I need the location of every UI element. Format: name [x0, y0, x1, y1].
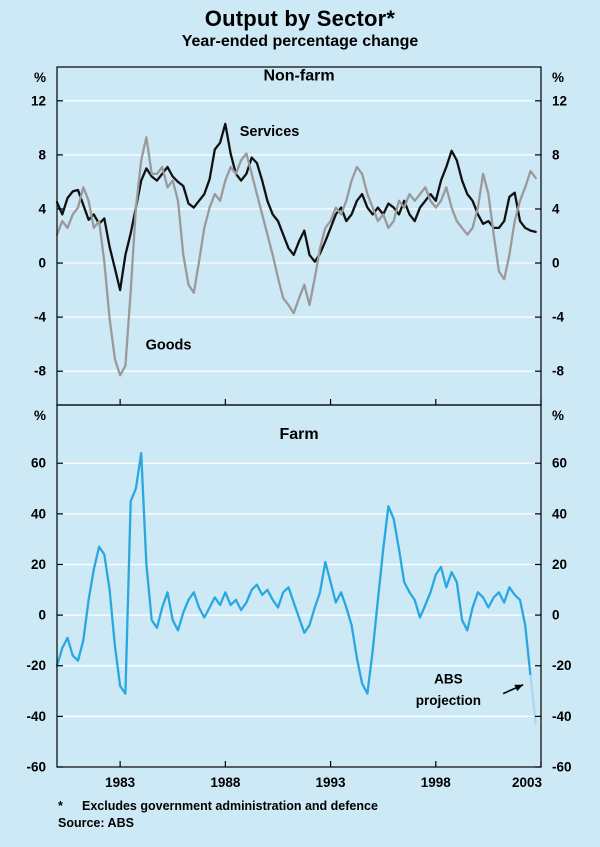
y-axis-label-left: 0	[38, 256, 46, 271]
y-axis-label-left: 4	[38, 201, 46, 216]
x-axis-label: 1983	[105, 775, 136, 790]
y-axis-label-left: 60	[31, 456, 46, 471]
y-axis-label-right: 0	[552, 256, 560, 271]
footnote-marker: *	[58, 799, 63, 813]
y-axis-label-left: 8	[38, 147, 46, 162]
y-axis-unit-right: %	[552, 408, 564, 423]
chart-title: Output by Sector*	[204, 6, 396, 31]
chart-subtitle: Year-ended percentage change	[181, 33, 419, 50]
projection-arrowhead	[514, 684, 524, 692]
y-axis-label-left: 40	[31, 506, 46, 521]
y-axis-label-left: 0	[38, 608, 46, 623]
annotation-non-farm: Non-farm	[263, 68, 334, 85]
x-axis-label: 1993	[316, 775, 347, 790]
footnote-text: Excludes government administration and d…	[82, 799, 378, 813]
series-line-goods	[55, 136, 537, 377]
x-axis-label: 1988	[210, 775, 241, 790]
y-axis-label-left: 20	[31, 557, 46, 572]
series-line-services	[55, 122, 537, 292]
panel-frame	[56, 404, 542, 768]
y-axis-label-right: -8	[552, 364, 564, 379]
y-axis-label-right: 0	[552, 608, 560, 623]
y-axis-label-right: 20	[552, 557, 567, 572]
y-axis-label-right: 60	[552, 456, 567, 471]
y-axis-label-right: 12	[552, 93, 567, 108]
y-axis-label-right: -20	[552, 658, 572, 673]
y-axis-label-left: -8	[34, 364, 46, 379]
x-axis-label: 1998	[421, 775, 452, 790]
y-axis-label-right: 40	[552, 506, 567, 521]
y-axis-unit-left: %	[34, 70, 46, 85]
footnote: * Excludes government administration and …	[0, 799, 600, 813]
x-axis-label: 2003	[512, 775, 543, 790]
y-axis-unit-right: %	[552, 70, 564, 85]
annotation-farm: Farm	[279, 426, 318, 443]
y-axis-unit-left: %	[34, 408, 46, 423]
annotation-services: Services	[240, 124, 300, 140]
y-axis-label-left: -20	[26, 658, 46, 673]
y-axis-label-left: 12	[31, 93, 46, 108]
y-axis-label-left: -40	[26, 709, 46, 724]
output-by-sector-chart: 12 128 84 40 0-4 -4-8 -8% %Non-farmServicesGood…	[26, 66, 572, 790]
y-axis-label-right: 4	[552, 201, 560, 216]
y-axis-label-right: -40	[552, 709, 572, 724]
y-axis-label-left: -60	[26, 760, 46, 775]
annotation-projection: projection	[416, 693, 481, 708]
series-line-farm	[55, 451, 532, 695]
y-axis-label-left: -4	[34, 310, 46, 325]
y-axis-label-right: 8	[552, 147, 560, 162]
annotation-abs: ABS	[434, 671, 463, 686]
chart-page: Output by Sector* Year-ended percentage …	[0, 6, 600, 847]
y-axis-label-right: -4	[552, 310, 564, 325]
y-axis-label-right: -60	[552, 760, 572, 775]
series-line-farm-projection	[529, 674, 537, 726]
annotation-goods: Goods	[146, 338, 192, 354]
source-note: Source: ABS	[58, 816, 134, 830]
